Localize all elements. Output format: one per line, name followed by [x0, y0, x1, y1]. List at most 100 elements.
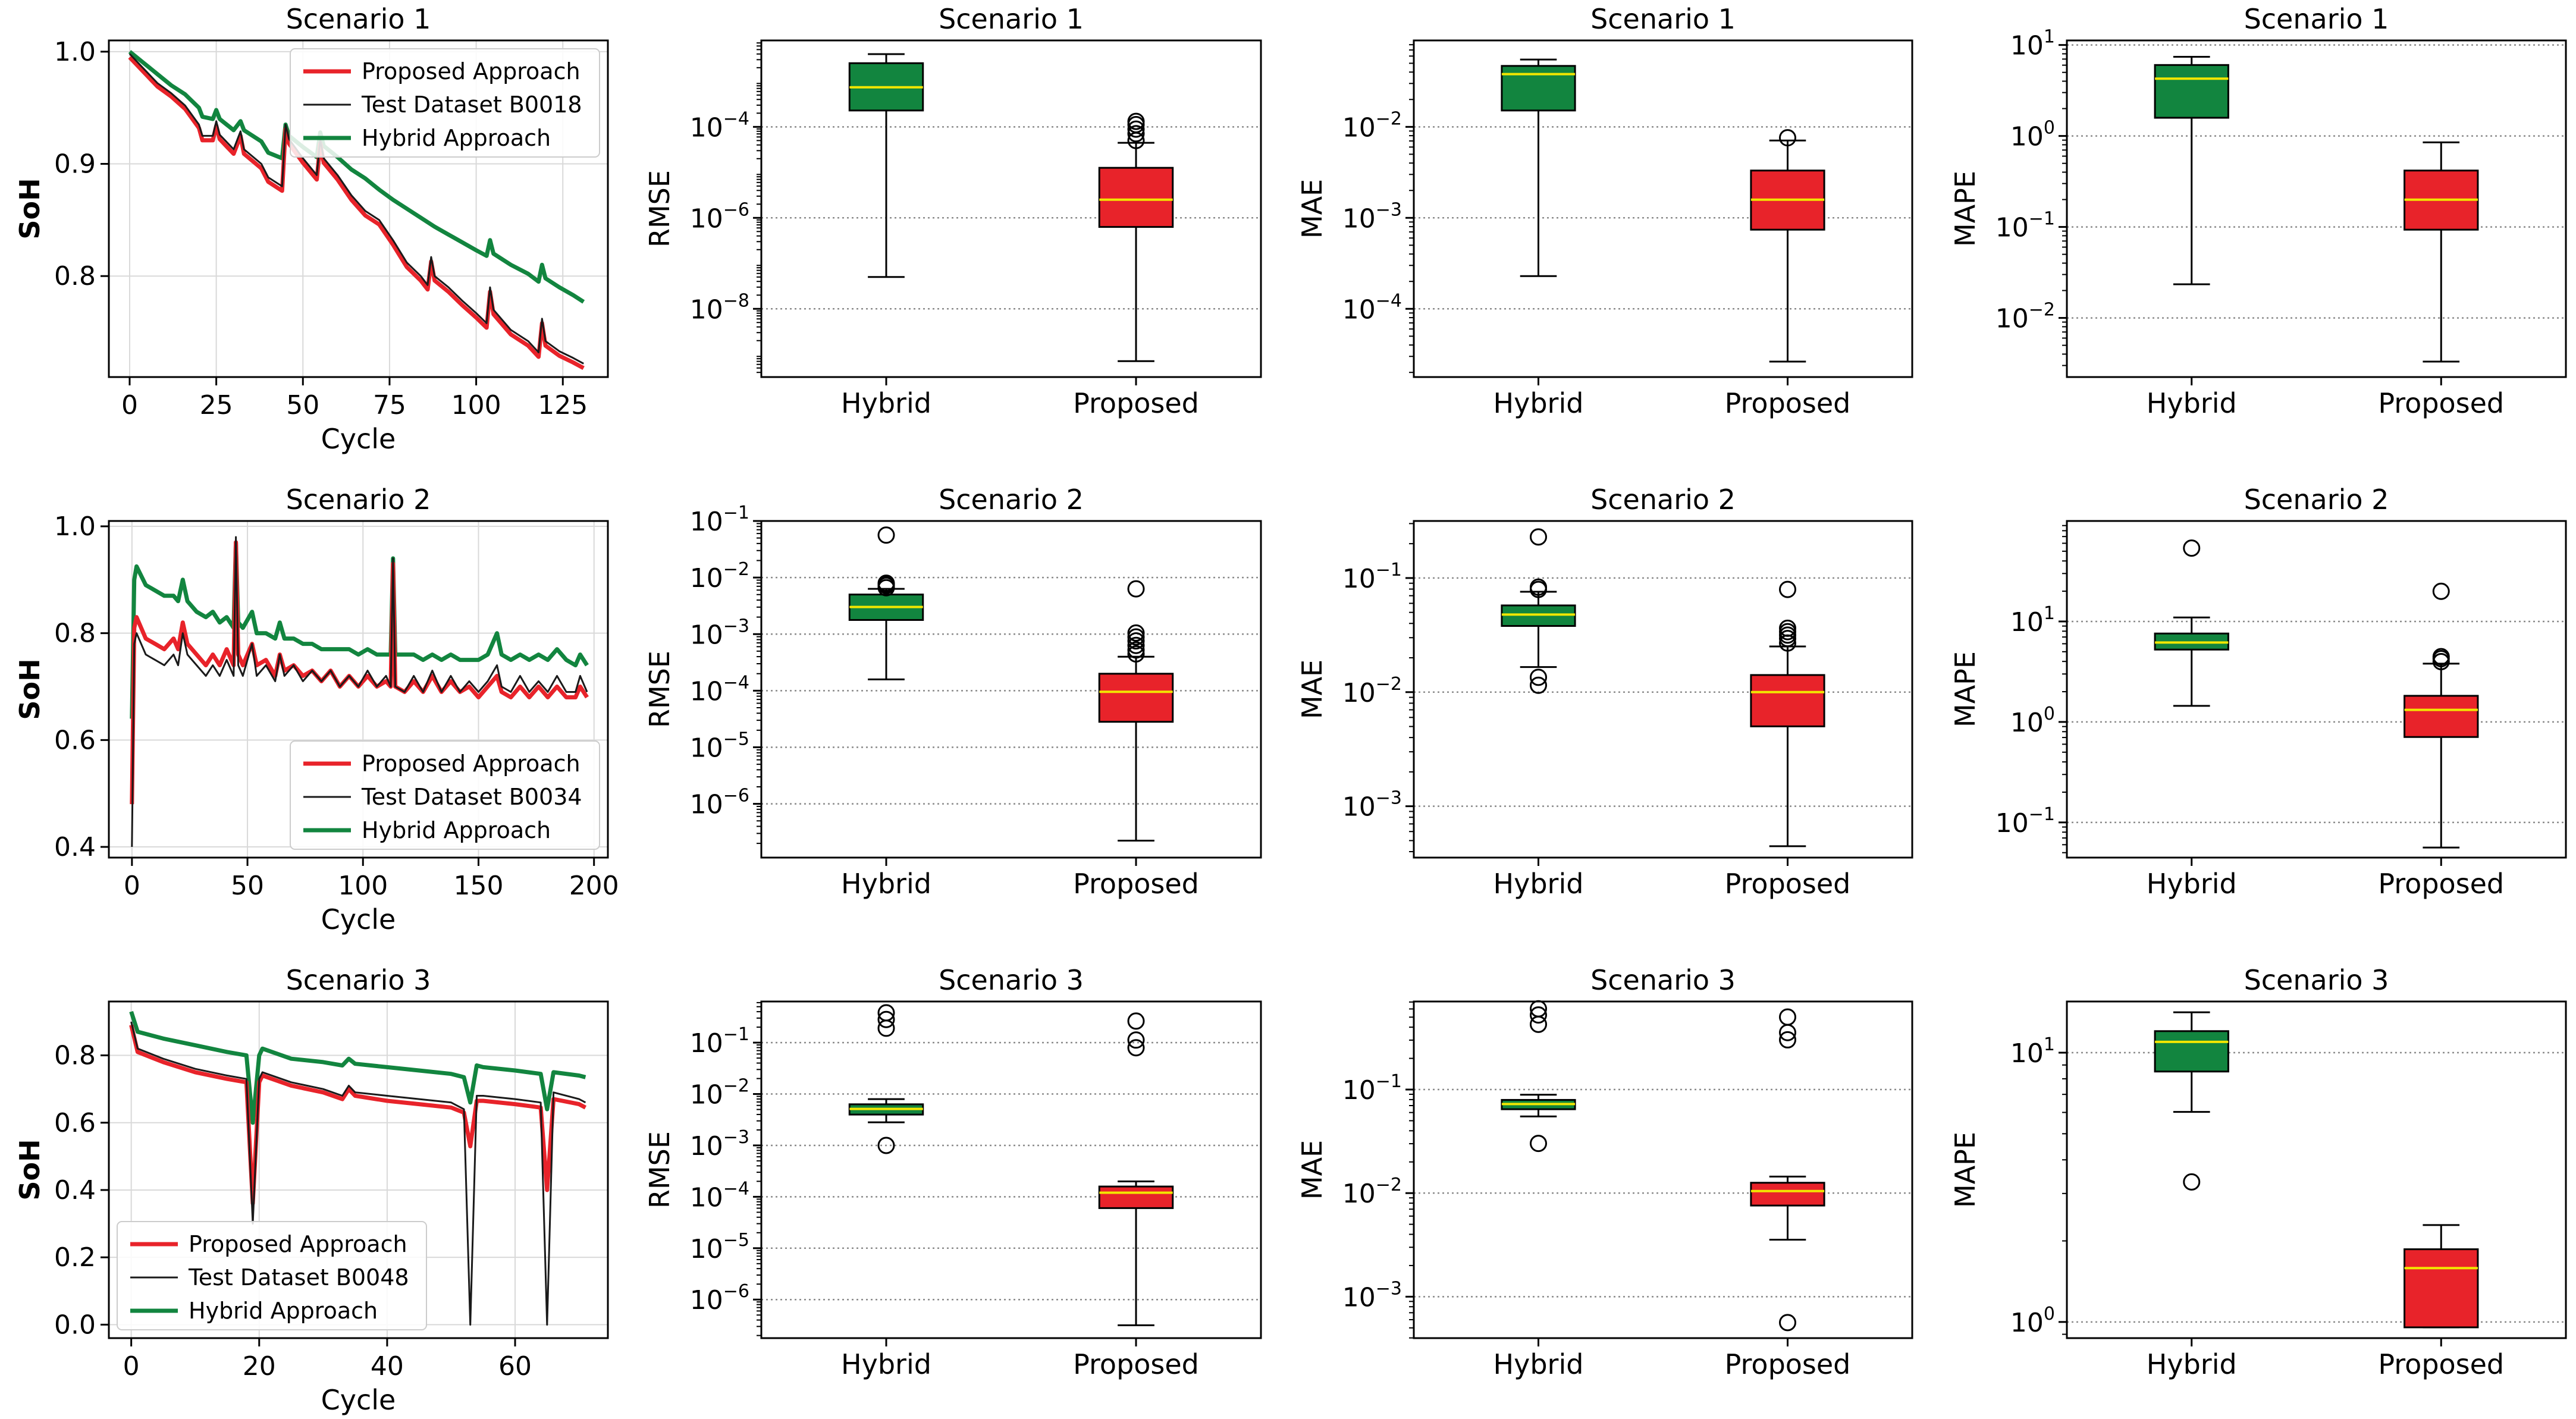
y-tick-label: 10−1 — [1342, 560, 1402, 594]
outlier-point — [877, 1137, 895, 1154]
box-hybrid — [848, 1004, 924, 1154]
y-axis-label: MAE — [1296, 660, 1328, 719]
axes-frame — [1413, 1000, 1913, 1339]
y-tick-label: 10−1 — [1995, 209, 2055, 243]
chart-r1c2: Scenario 2 10−3 10−2 10−1 Hybrid Proposed MAE — [1296, 484, 1913, 900]
outlier-point — [1127, 1031, 1145, 1049]
legend-label: Test Dataset B0034 — [361, 784, 582, 810]
legend-label: Hybrid Approach — [362, 125, 551, 151]
y-tick-label: 101 — [2010, 1034, 2055, 1069]
y-tick-label: 0.2 — [54, 1242, 96, 1273]
y-tick-label: 10−8 — [690, 290, 749, 325]
box-proposed — [2404, 582, 2479, 849]
chart-r1c3: Scenario 2 10−1 100 101 Hybrid Proposed MAPE — [1949, 484, 2567, 900]
y-tick-label: 0.8 — [54, 619, 96, 649]
series-line-hybrid — [129, 1010, 586, 1125]
y-tick-label: 0.8 — [54, 1041, 96, 1071]
box-hybrid — [848, 526, 924, 680]
chart-title: Scenario 2 — [286, 484, 431, 516]
axes-frame — [760, 39, 1262, 378]
chart-title: Scenario 3 — [939, 964, 1084, 996]
chart-title: Scenario 2 — [1590, 484, 1736, 516]
y-axis-label: MAPE — [1949, 171, 1981, 247]
chart-r0c0: Scenario 1 0 25 50 75 100 125 0.8 0.9 1.0 Cycle SoH… — [14, 3, 609, 455]
y-tick-label: 100 — [2010, 118, 2055, 152]
box-iqr — [1750, 1182, 1825, 1207]
outlier-point — [1779, 1008, 1796, 1026]
y-tick-label: 10−2 — [1995, 300, 2055, 334]
x-tick-label: 75 — [373, 390, 406, 420]
outlier-point — [877, 1019, 895, 1037]
legend-label: Test Dataset B0048 — [188, 1264, 409, 1291]
chart-r2c1: Scenario 3 10−6 10−5 10−4 10−3 10−2 10−1 Hybrid… — [644, 964, 1262, 1380]
legend-label: Hybrid Approach — [189, 1298, 378, 1324]
outlier-point — [1127, 1012, 1145, 1030]
outlier-point — [2432, 582, 2450, 600]
axes-frame — [108, 39, 609, 378]
y-tick-label: 10−4 — [690, 108, 749, 143]
outlier-point — [877, 1010, 895, 1028]
outlier-point — [1779, 1314, 1796, 1332]
y-tick-label: 10−2 — [1342, 1175, 1402, 1209]
y-tick-label: 10−1 — [1995, 804, 2055, 839]
y-tick-label: 101 — [2010, 603, 2055, 638]
x-tick-label: Proposed — [1725, 387, 1851, 419]
box-iqr — [1098, 1185, 1174, 1209]
y-tick-label: 10−6 — [690, 786, 749, 820]
outlier-point — [877, 1004, 895, 1022]
outlier-point — [1779, 1031, 1796, 1048]
x-tick-label: Hybrid — [1493, 1348, 1584, 1380]
y-axis-label: MAE — [1296, 1140, 1328, 1200]
y-tick-label: 0.8 — [54, 261, 96, 291]
outlier-point — [1127, 624, 1145, 642]
y-tick-label: 0.0 — [54, 1310, 96, 1340]
legend-label: Proposed Approach — [189, 1231, 407, 1257]
legend-box — [290, 740, 600, 850]
x-tick-label: Hybrid — [2147, 868, 2237, 900]
chart-title: Scenario 2 — [2244, 484, 2389, 516]
chart-title: Scenario 3 — [2244, 964, 2389, 996]
axes-frame — [760, 1000, 1262, 1339]
series-line-proposed — [129, 1024, 587, 1206]
y-tick-label: 0.6 — [54, 725, 96, 755]
chart-r2c2: Scenario 3 10−3 10−2 10−1 Hybrid Proposed MAE — [1296, 964, 1913, 1380]
axes-frame — [108, 520, 609, 859]
x-tick-label: 50 — [286, 390, 319, 420]
y-tick-label: 10−3 — [1342, 1278, 1402, 1313]
box-iqr — [1750, 674, 1825, 727]
chart-title: Scenario 3 — [1590, 964, 1736, 996]
axes-frame — [1413, 520, 1913, 859]
outlier-point — [1779, 129, 1796, 147]
outlier-point — [1127, 645, 1145, 663]
axes-frame — [2066, 39, 2567, 378]
y-tick-label: 10−5 — [690, 1230, 749, 1264]
y-tick-label: 10−1 — [690, 1024, 749, 1059]
outlier-point — [1530, 676, 1547, 694]
box-proposed — [1750, 129, 1825, 363]
x-tick-label: 40 — [371, 1351, 404, 1382]
x-tick-label: Hybrid — [1493, 868, 1584, 900]
outlier-point — [1127, 120, 1145, 138]
y-tick-label: 10−4 — [690, 1178, 749, 1213]
box-proposed — [2404, 1224, 2479, 1329]
box-hybrid — [1501, 528, 1576, 694]
chart-r0c3: Scenario 1 10−2 10−1 100 101 Hybrid Proposed MA… — [1949, 3, 2567, 419]
outlier-point — [877, 574, 895, 592]
y-tick-label: 0.4 — [54, 1175, 96, 1205]
outlier-point — [1530, 1006, 1547, 1024]
chart-title: Scenario 1 — [939, 3, 1084, 35]
box-proposed — [2404, 141, 2479, 363]
series-line-test — [128, 53, 584, 365]
legend-label: Proposed Approach — [362, 751, 581, 777]
x-tick-label: 25 — [200, 390, 233, 420]
axes-frame — [760, 520, 1262, 859]
y-tick-label: 10−4 — [690, 672, 749, 707]
chart-title: Scenario 3 — [286, 964, 431, 996]
y-tick-label: 10−1 — [1342, 1071, 1402, 1106]
outlier-point — [1530, 1135, 1547, 1153]
x-tick-label: 20 — [243, 1351, 276, 1382]
axes-frame — [108, 1000, 609, 1339]
box-hybrid — [1501, 58, 1576, 277]
box-hybrid — [2154, 1011, 2229, 1191]
y-tick-label: 100 — [2010, 704, 2055, 738]
